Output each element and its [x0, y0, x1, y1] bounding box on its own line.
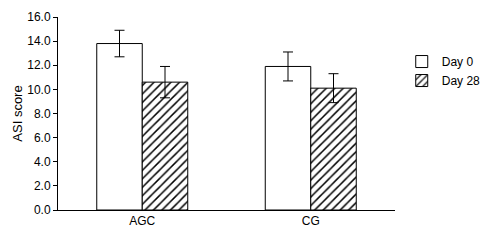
svg-text:Day 28: Day 28	[442, 74, 480, 88]
svg-text:ASI score: ASI score	[10, 85, 25, 141]
svg-text:Day 0: Day 0	[442, 55, 474, 69]
svg-text:14.0: 14.0	[27, 34, 51, 48]
svg-text:AGC: AGC	[129, 214, 155, 228]
svg-text:4.0: 4.0	[34, 155, 51, 169]
svg-text:10.0: 10.0	[27, 83, 51, 97]
svg-text:2.0: 2.0	[34, 179, 51, 193]
svg-text:6.0: 6.0	[34, 131, 51, 145]
svg-text:16.0: 16.0	[27, 10, 51, 24]
svg-text:CG: CG	[302, 214, 320, 228]
svg-text:8.0: 8.0	[34, 107, 51, 121]
svg-text:12.0: 12.0	[27, 58, 51, 72]
svg-text:0.0: 0.0	[34, 203, 51, 217]
